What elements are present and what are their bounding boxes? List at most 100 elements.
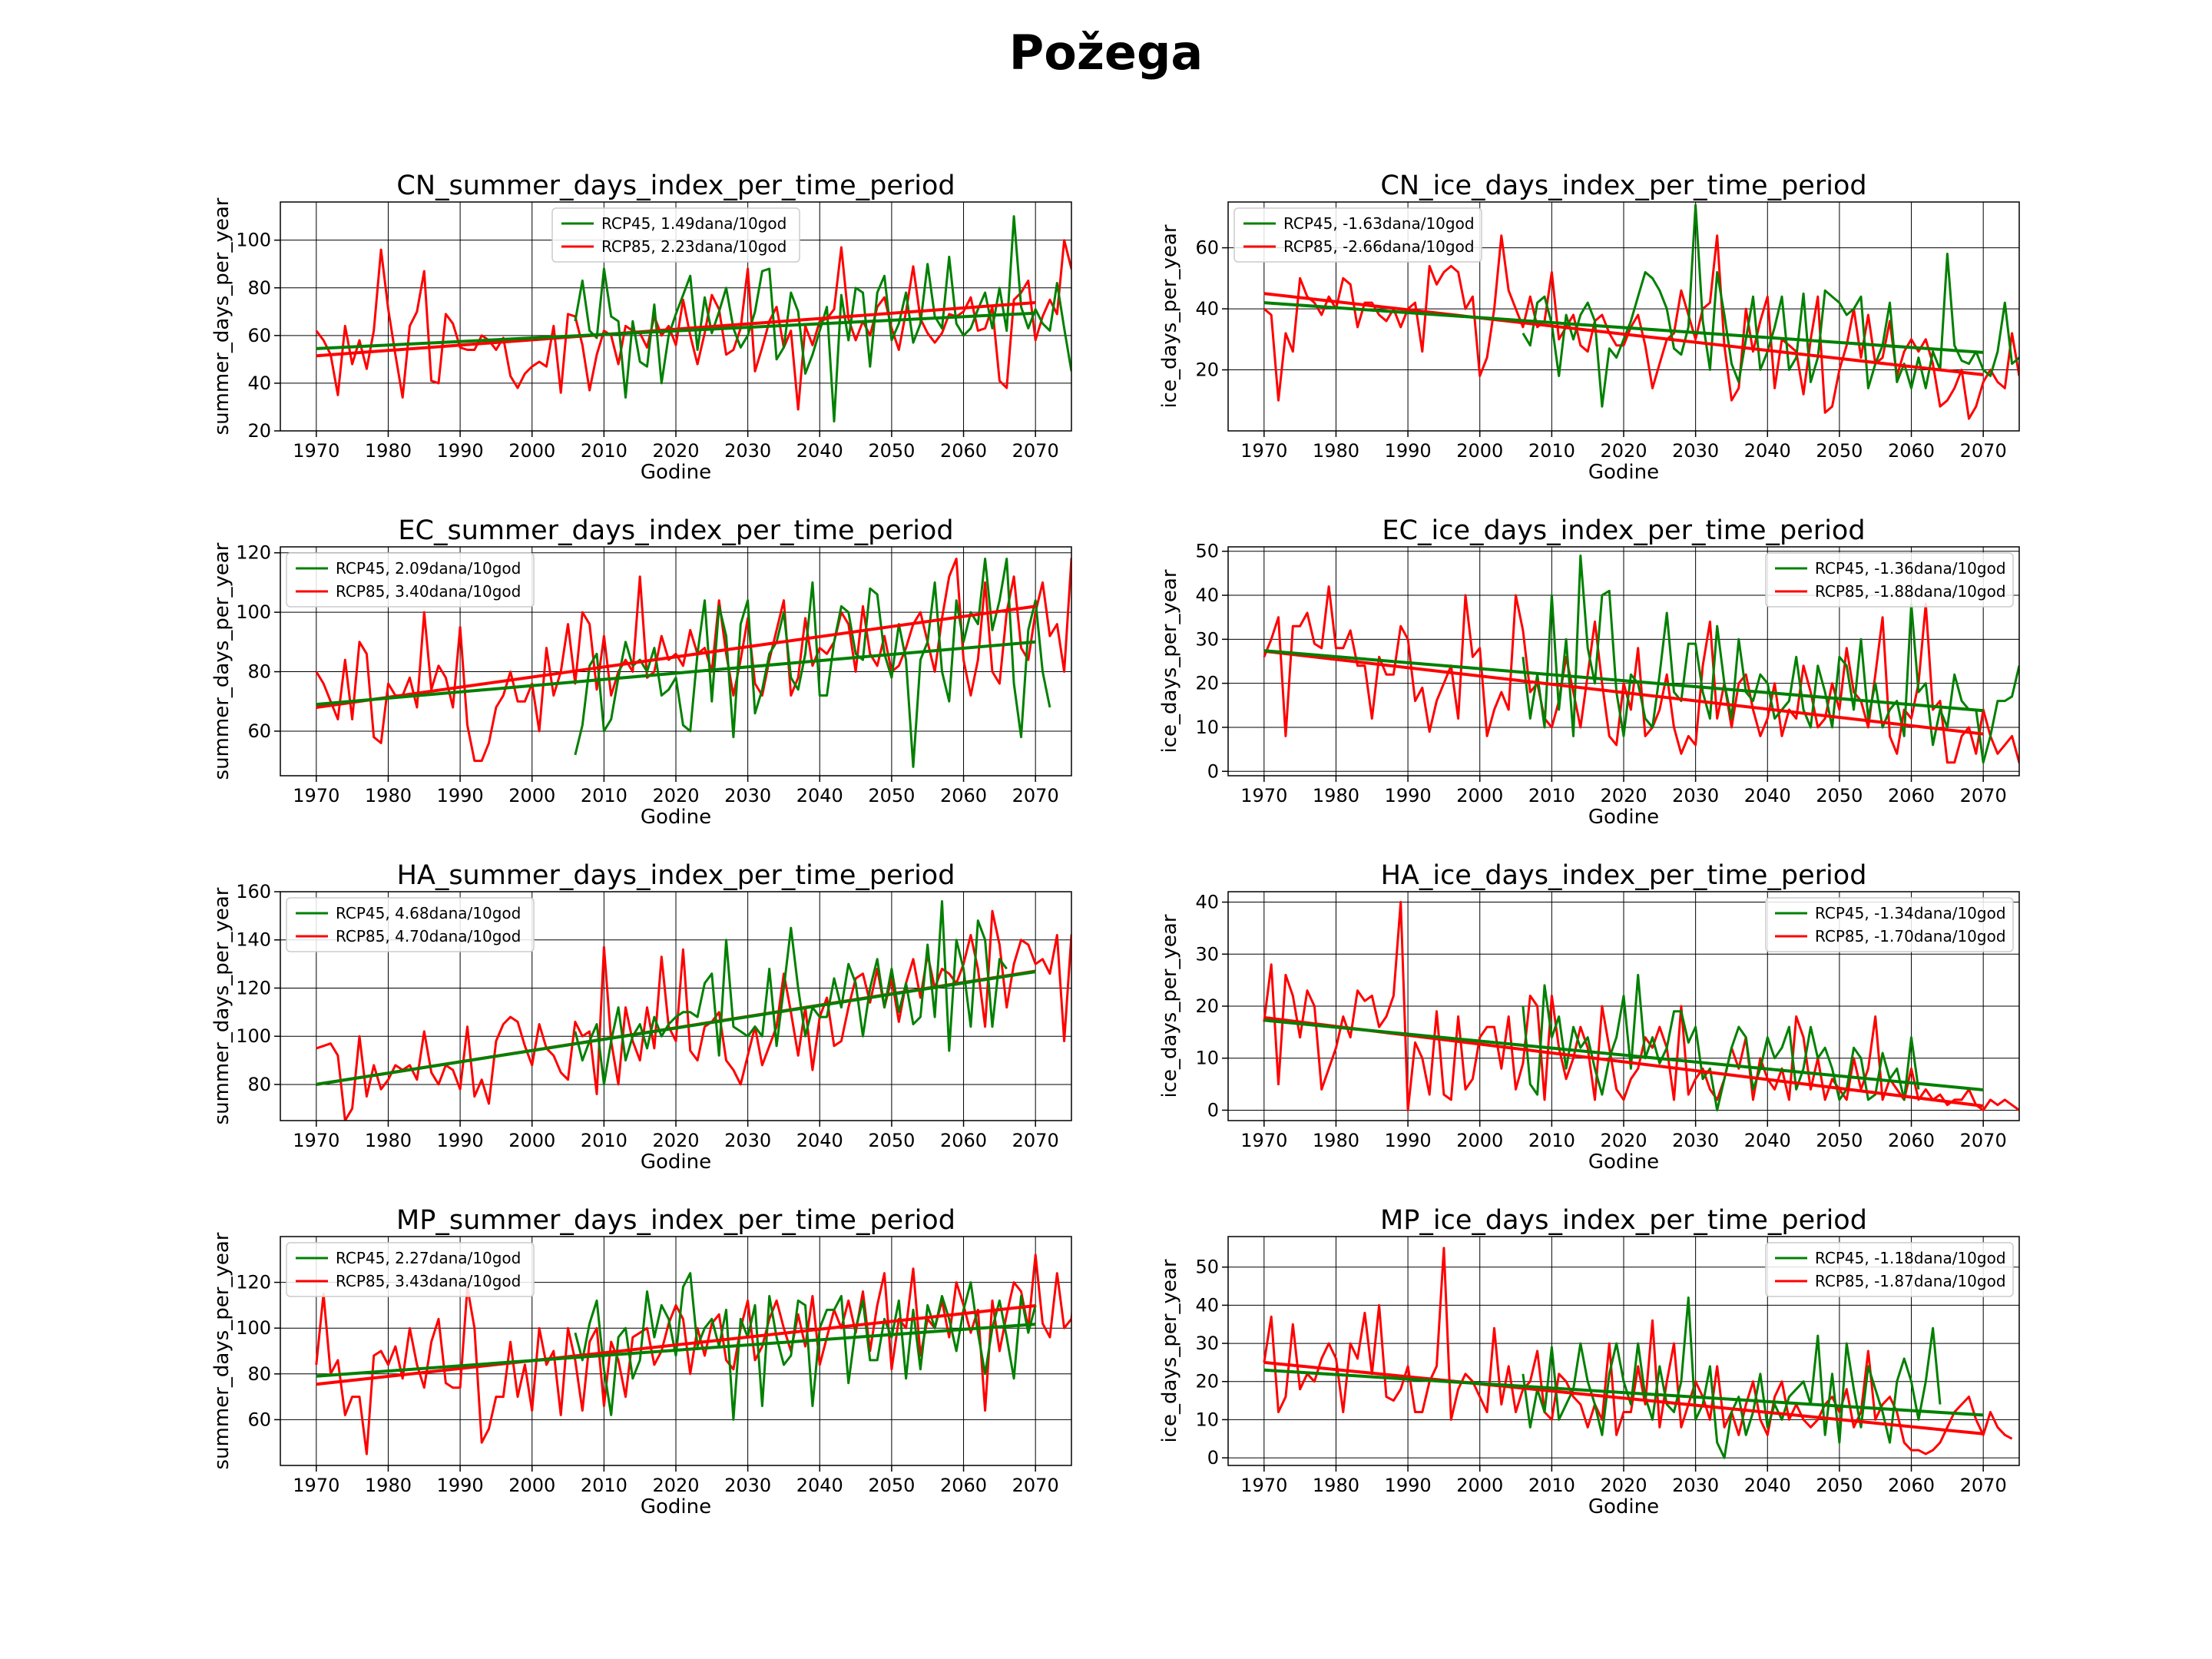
panel-title: CN_summer_days_index_per_time_period bbox=[396, 171, 955, 201]
legend-entry-rcp85: RCP85, -1.87dana/10god bbox=[1815, 1272, 2006, 1290]
x-tick-label: 1990 bbox=[1385, 785, 1432, 806]
axes-frame bbox=[280, 891, 1072, 1121]
x-tick-label: 1980 bbox=[365, 785, 412, 806]
x-tick-label: 1980 bbox=[365, 1130, 412, 1151]
x-axis-label: Godine bbox=[641, 806, 711, 829]
legend: RCP45, 1.49dana/10god RCP85, 2.23dana/10g… bbox=[551, 207, 800, 263]
y-tick-label: 20 bbox=[247, 420, 271, 442]
x-tick-label: 2070 bbox=[1960, 440, 2007, 462]
x-tick-label: 2000 bbox=[1456, 785, 1503, 806]
trend-line-rcp85 bbox=[1263, 649, 1984, 736]
x-tick-label: 2010 bbox=[581, 785, 628, 806]
x-tick-label: 2010 bbox=[1528, 1130, 1575, 1151]
x-tick-label: 2000 bbox=[508, 1475, 555, 1496]
legend-box bbox=[286, 897, 535, 952]
trend-line-rcp85 bbox=[316, 1304, 1036, 1386]
y-axis-label: ice_days_per_year bbox=[1158, 569, 1181, 753]
x-tick-label: 1980 bbox=[365, 1475, 412, 1496]
x-tick-label: 2000 bbox=[1456, 1130, 1503, 1151]
x-tick-label: 2050 bbox=[868, 440, 915, 462]
x-tick-label: 2000 bbox=[508, 1130, 555, 1151]
x-tick-label: 1990 bbox=[437, 785, 484, 806]
y-tick-label: 120 bbox=[236, 542, 271, 564]
panel-6: HA_ice_days_index_per_time_period 1970 198… bbox=[1158, 860, 2020, 1174]
x-tick-label: 2000 bbox=[1456, 440, 1503, 462]
x-tick-label: 2070 bbox=[1012, 785, 1059, 806]
legend-box bbox=[1765, 897, 2014, 952]
y-tick-label: 60 bbox=[247, 325, 271, 346]
x-tick-label: 2040 bbox=[796, 785, 843, 806]
legend-entry-rcp45: RCP45, 2.09dana/10god bbox=[336, 559, 521, 578]
legend: RCP45, 2.09dana/10god RCP85, 3.40dana/10g… bbox=[286, 552, 535, 608]
y-axis-label: summer_days_per_year bbox=[210, 197, 233, 435]
legend-entry-rcp45: RCP45, 4.68dana/10god bbox=[336, 904, 521, 922]
y-tick-label: 20 bbox=[1195, 995, 1219, 1017]
trend-line-rcp45 bbox=[316, 311, 1036, 350]
y-tick-label: 30 bbox=[1195, 943, 1219, 965]
x-tick-label: 2040 bbox=[1744, 1475, 1791, 1496]
legend: RCP45, 2.27dana/10god RCP85, 3.43dana/10g… bbox=[286, 1242, 535, 1297]
axes-frame bbox=[1227, 891, 2020, 1121]
y-axis-label: summer_days_per_year bbox=[210, 887, 233, 1124]
legend-entry-rcp45: RCP45, 2.27dana/10god bbox=[336, 1249, 521, 1267]
legend-entry-rcp85: RCP85, 4.70dana/10god bbox=[336, 927, 521, 945]
x-tick-label: 1990 bbox=[1385, 1130, 1432, 1151]
x-tick-label: 2010 bbox=[1528, 440, 1575, 462]
figure-title: Požega bbox=[1009, 25, 1203, 81]
x-tick-label: 2030 bbox=[724, 1475, 771, 1496]
x-tick-label: 2010 bbox=[1528, 785, 1575, 806]
x-tick-label: 2050 bbox=[868, 785, 915, 806]
x-tick-label: 2060 bbox=[940, 440, 987, 462]
x-tick-label: 2020 bbox=[652, 785, 699, 806]
plot-area bbox=[1263, 901, 2019, 1111]
x-tick-label: 2030 bbox=[724, 1130, 771, 1151]
axes-frame bbox=[280, 546, 1072, 777]
x-tick-label: 1980 bbox=[1313, 440, 1359, 462]
legend-box bbox=[286, 1242, 535, 1297]
y-axis-label: summer_days_per_year bbox=[210, 542, 233, 780]
y-tick-label: 10 bbox=[1195, 1048, 1219, 1069]
x-tick-label: 1970 bbox=[293, 1130, 339, 1151]
x-tick-label: 2060 bbox=[1888, 785, 1935, 806]
plot-area bbox=[1263, 555, 2019, 764]
x-axis-label: Godine bbox=[1588, 1151, 1659, 1174]
x-tick-label: 2020 bbox=[1600, 440, 1647, 462]
x-tick-label: 2000 bbox=[1456, 1475, 1503, 1496]
y-tick-label: 40 bbox=[1195, 1294, 1219, 1316]
series-line-rcp45 bbox=[574, 1272, 1037, 1421]
x-tick-label: 2050 bbox=[1816, 785, 1863, 806]
legend: RCP45, 4.68dana/10god RCP85, 4.70dana/10g… bbox=[286, 897, 535, 952]
y-tick-label: 50 bbox=[1195, 1257, 1219, 1278]
x-tick-label: 2060 bbox=[940, 1475, 987, 1496]
series-line-rcp45 bbox=[574, 900, 1008, 1086]
y-tick-label: 160 bbox=[236, 881, 271, 902]
y-tick-label: 20 bbox=[1195, 1371, 1219, 1392]
trend-line-rcp45 bbox=[316, 1323, 1036, 1378]
y-tick-label: 40 bbox=[1195, 892, 1219, 913]
panel-3: EC_summer_days_index_per_time_period 1970… bbox=[210, 515, 1072, 829]
series-line-rcp45 bbox=[574, 558, 1051, 768]
panel-title: MP_ice_days_index_per_time_period bbox=[1380, 1205, 1867, 1236]
panel-title: HA_summer_days_index_per_time_period bbox=[397, 860, 955, 891]
panel-title: EC_ice_days_index_per_time_period bbox=[1382, 515, 1865, 546]
x-tick-label: 2040 bbox=[1744, 1130, 1791, 1151]
legend-entry-rcp45: RCP45, -1.63dana/10god bbox=[1283, 214, 1475, 233]
y-axis-label: summer_days_per_year bbox=[210, 1232, 233, 1469]
panel-title: HA_ice_days_index_per_time_period bbox=[1381, 860, 1867, 891]
legend-entry-rcp45: RCP45, -1.18dana/10god bbox=[1815, 1249, 2006, 1267]
axes-frame bbox=[280, 201, 1072, 432]
y-tick-label: 140 bbox=[236, 929, 271, 951]
x-tick-label: 2060 bbox=[1888, 440, 1935, 462]
x-tick-label: 2060 bbox=[1888, 1130, 1935, 1151]
x-tick-label: 1980 bbox=[1313, 1130, 1359, 1151]
x-tick-label: 2040 bbox=[796, 1475, 843, 1496]
x-tick-label: 2070 bbox=[1960, 1130, 2007, 1151]
x-tick-label: 2000 bbox=[508, 440, 555, 462]
x-tick-label: 2070 bbox=[1960, 785, 2007, 806]
x-axis-label: Godine bbox=[641, 1151, 711, 1174]
x-tick-label: 2010 bbox=[581, 440, 628, 462]
x-tick-label: 2040 bbox=[796, 1130, 843, 1151]
y-tick-label: 0 bbox=[1207, 1447, 1219, 1469]
x-tick-label: 1990 bbox=[1385, 440, 1432, 462]
